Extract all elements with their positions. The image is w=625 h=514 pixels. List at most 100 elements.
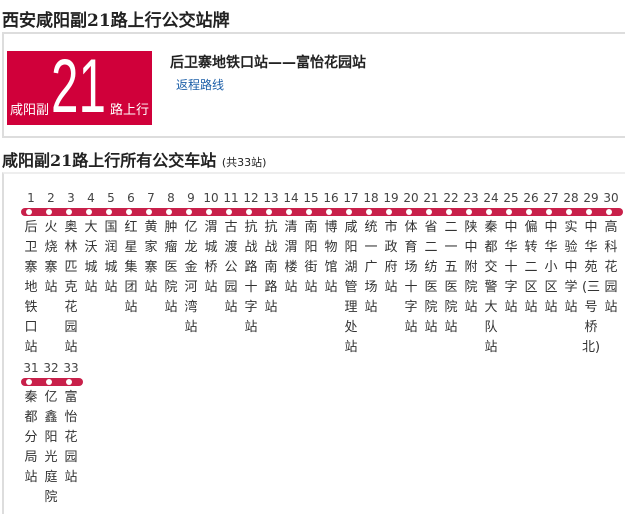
station-dot [26,209,32,215]
station-name[interactable]: 大沃城站 [84,220,98,295]
station-item[interactable]: 8 肿瘤医院站 [161,190,181,318]
station-item[interactable]: 14 清渭楼站 [281,190,301,298]
station-number: 14 [283,191,299,205]
station-dot [66,209,72,215]
station-item[interactable]: 4 大沃城站 [81,190,101,298]
station-dot [286,209,292,215]
station-item[interactable]: 31 秦都分局站 [21,360,41,488]
station-name[interactable]: 实验中学站 [564,220,578,315]
station-name[interactable]: 渭城桥站 [204,220,218,295]
station-item[interactable]: 22 二一五医院站 [441,190,461,338]
station-name[interactable]: 中华十字站 [504,220,518,315]
station-item[interactable]: 15 南阳街站 [301,190,321,298]
station-number: 31 [23,361,39,375]
station-number: 6 [127,191,135,205]
station-item[interactable]: 30 高科花园站 [601,190,621,318]
station-dot [466,209,472,215]
station-dot [26,379,32,385]
station-name[interactable]: 统一广场站 [364,220,378,315]
station-item[interactable]: 20 体育场十字站 [401,190,421,338]
station-number: 29 [583,191,599,205]
station-number: 25 [503,191,519,205]
station-item[interactable]: 18 统一广场站 [361,190,381,318]
station-number: 23 [463,191,479,205]
station-item[interactable]: 28 实验中学站 [561,190,581,318]
station-dot [526,209,532,215]
station-number: 16 [323,191,339,205]
station-dot [146,209,152,215]
station-name[interactable]: 南阳街站 [304,220,318,295]
station-item[interactable]: 24 秦都交警大队站 [481,190,501,358]
station-item[interactable]: 6 红星集团站 [121,190,141,318]
station-name[interactable]: 中华小区站 [544,220,558,315]
station-item[interactable]: 10 渭城桥站 [201,190,221,298]
station-name[interactable]: 陕中附院站 [464,220,478,315]
station-dot [566,209,572,215]
stations-count: (共33站) [221,156,267,169]
station-number: 12 [243,191,259,205]
station-name[interactable]: 省二纺医院站 [424,220,438,335]
station-item[interactable]: 16 博物馆站 [321,190,341,298]
station-name[interactable]: 体育场十字站 [404,220,418,335]
station-name[interactable]: 清渭楼站 [284,220,298,295]
station-name[interactable]: 秦都分局站 [24,390,38,485]
station-number: 1 [27,191,35,205]
station-name[interactable]: 二一五医院站 [444,220,458,335]
station-name[interactable]: 咸阳湖管理处站 [344,220,358,355]
station-item[interactable]: 29 中华苑(三号桥北) [581,190,601,358]
route-endpoints: 后卫寨地铁口站——富怡花园站 [170,55,366,71]
station-number: 17 [343,191,359,205]
station-dot [366,209,372,215]
station-name[interactable]: 中华苑(三号桥北) [581,220,601,355]
station-item[interactable]: 21 省二纺医院站 [421,190,441,338]
station-item[interactable]: 1 后卫寨地铁口站 [21,190,41,358]
station-name[interactable]: 古渡公园站 [224,220,238,315]
station-number: 18 [363,191,379,205]
station-item[interactable]: 7 黄家寨站 [141,190,161,298]
station-name[interactable]: 黄家寨站 [144,220,158,295]
station-dot [546,209,552,215]
station-name[interactable]: 红星集团站 [124,220,138,315]
station-name[interactable]: 市政府站 [384,220,398,295]
station-number: 3 [67,191,75,205]
station-dot [426,209,432,215]
station-item[interactable]: 33 富怡花园站 [61,360,81,488]
station-name[interactable]: 后卫寨地铁口站 [24,220,38,355]
route-badge: 咸阳副 21 路上行 [7,51,152,125]
station-name[interactable]: 抗战南路站 [264,220,278,315]
station-item[interactable]: 3 奥林匹克花园站 [61,190,81,358]
station-item[interactable]: 5 国润城站 [101,190,121,298]
station-item[interactable]: 27 中华小区站 [541,190,561,318]
station-name[interactable]: 火烧寨站 [44,220,58,295]
station-name[interactable]: 奥林匹克花园站 [64,220,78,355]
station-name[interactable]: 偏转二区站 [524,220,538,315]
station-item[interactable]: 32 亿鑫阳光庭院 [41,360,61,508]
station-item[interactable]: 11 古渡公园站 [221,190,241,318]
station-item[interactable]: 2 火烧寨站 [41,190,61,298]
station-item[interactable]: 12 抗战路十字站 [241,190,261,338]
station-dot [246,209,252,215]
station-name[interactable]: 亿鑫阳光庭院 [44,390,58,505]
station-name[interactable]: 高科花园站 [604,220,618,315]
station-name[interactable]: 肿瘤医院站 [164,220,178,315]
station-item[interactable]: 17 咸阳湖管理处站 [341,190,361,358]
station-name[interactable]: 博物馆站 [324,220,338,295]
station-number: 11 [223,191,239,205]
station-name[interactable]: 秦都交警大队站 [484,220,498,355]
stations-title-text: 咸阳副21路上行所有公交车站 [2,151,217,170]
station-dot [406,209,412,215]
station-item[interactable]: 9 亿龙金河湾站 [181,190,201,338]
station-item[interactable]: 19 市政府站 [381,190,401,298]
badge-prefix: 咸阳副 [10,103,50,118]
station-name[interactable]: 亿龙金河湾站 [184,220,198,335]
station-item[interactable]: 25 中华十字站 [501,190,521,318]
station-name[interactable]: 抗战路十字站 [244,220,258,335]
station-item[interactable]: 23 陕中附院站 [461,190,481,318]
return-route-link[interactable]: 返程路线 [176,78,225,92]
station-name[interactable]: 富怡花园站 [64,390,78,485]
station-item[interactable]: 13 抗战南路站 [261,190,281,318]
station-item[interactable]: 26 偏转二区站 [521,190,541,318]
station-dot [446,209,452,215]
station-dot [486,209,492,215]
station-name[interactable]: 国润城站 [104,220,118,295]
